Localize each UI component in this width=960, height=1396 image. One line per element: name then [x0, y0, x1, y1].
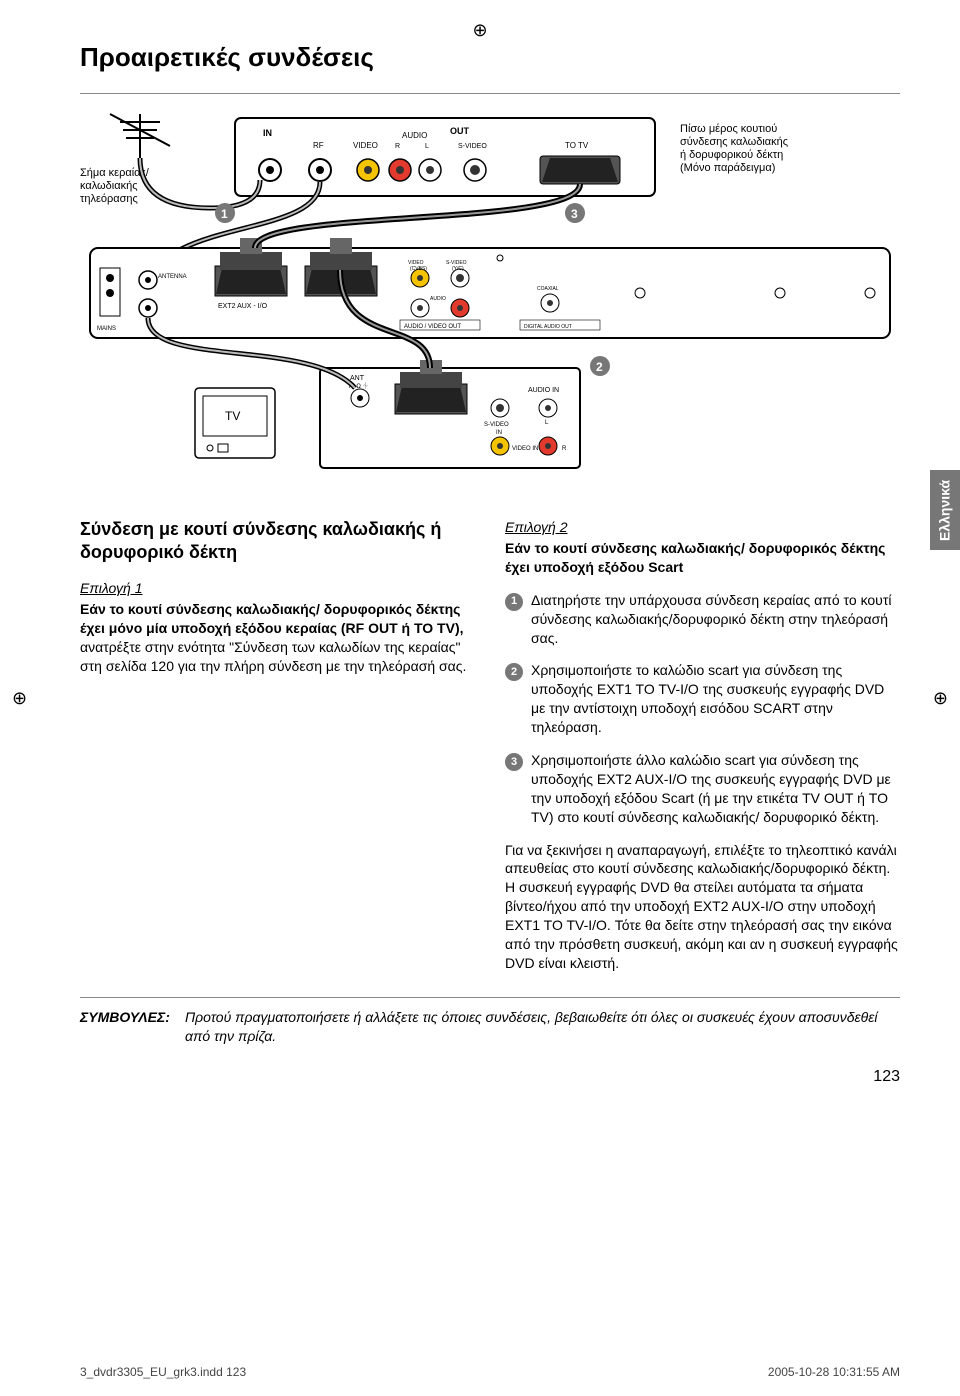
- tips-text: Προτού πραγματοποιήσετε ή αλλάξετε τις ό…: [185, 1008, 900, 1046]
- dvd-back-panel: [90, 248, 890, 338]
- step-1: 1 Διατηρήστε την υπάρχουσα σύνδεση κεραί…: [505, 591, 900, 648]
- label-audio: AUDIO: [402, 131, 427, 140]
- svg-text:(Y/C): (Y/C): [452, 266, 464, 272]
- left-option-head: Επιλογή 1: [80, 579, 475, 598]
- label-ext2: EXT2 AUX - I/O: [218, 303, 268, 310]
- svg-text:(CVBS): (CVBS): [410, 266, 427, 272]
- svg-text:1: 1: [221, 207, 228, 221]
- label-totv: TO TV: [565, 141, 589, 150]
- label-dvd-antenna: ANTENNA: [158, 274, 187, 280]
- language-tab: Eλληνικά: [930, 470, 960, 550]
- left-option-sub: Εάν το κουτί σύνδεσης καλωδιακής/ δορυφο…: [80, 601, 464, 636]
- svg-text:IN: IN: [496, 430, 502, 436]
- label-in: IN: [263, 128, 272, 138]
- svg-text:2: 2: [596, 360, 603, 374]
- crop-mark-left: ⊕: [12, 686, 27, 710]
- connection-diagram: Σήμα κεραίας/καλωδιακήςτηλεόρασης IN RF …: [80, 108, 900, 488]
- svg-text:ANT: ANT: [350, 375, 365, 382]
- svg-text:3: 3: [571, 207, 578, 221]
- label-video: VIDEO: [353, 141, 378, 150]
- right-tail: Για να ξεκινήσει η αναπαραγωγή, επιλέξτε…: [505, 841, 900, 973]
- left-column: Σύνδεση με κουτί σύνδεσης καλωδιακής ή δ…: [80, 518, 475, 987]
- page-title: Προαιρετικές συνδέσεις: [80, 40, 900, 75]
- label-mains: MAINS: [97, 326, 116, 332]
- footer-right: 2005-10-28 10:31:55 AM: [768, 1364, 900, 1380]
- label-tv-audioin: AUDIO IN: [528, 387, 559, 394]
- step-3-text: Χρησιμοποιήστε άλλο καλώδιο scart για σύ…: [531, 751, 900, 827]
- page-number: 123: [80, 1066, 900, 1088]
- step-2: 2 Χρησιμοποιήστε το καλώδιο scart για σύ…: [505, 661, 900, 737]
- left-heading: Σύνδεση με κουτί σύνδεσης καλωδιακής ή δ…: [80, 518, 475, 563]
- tips-row: ΣΥΜΒΟΥΛΕΣ: Προτού πραγματοποιήσετε ή αλλ…: [80, 997, 900, 1046]
- label-coax: COAXIAL: [537, 286, 559, 292]
- title-rule: [80, 93, 900, 94]
- right-column: Επιλογή 2 Εάν το κουτί σύνδεσης καλωδιακ…: [505, 518, 900, 987]
- step-3-badge: 3: [505, 753, 523, 771]
- label-rf: RF: [313, 141, 324, 150]
- right-option-sub: Εάν το κουτί σύνδεσης καλωδιακής/ δορυφο…: [505, 539, 900, 577]
- footer: 3_dvdr3305_EU_grk3.indd 123 2005-10-28 1…: [80, 1364, 900, 1380]
- left-option-rest: ανατρέξτε στην ενότητα "Σύνδεση των καλω…: [80, 639, 466, 674]
- step-2-text: Χρησιμοποιήστε το καλώδιο scart για σύνδ…: [531, 661, 900, 737]
- antenna-icon: [110, 113, 170, 158]
- step-2-badge: 2: [505, 663, 523, 681]
- crop-mark-right: ⊕: [933, 686, 948, 710]
- left-option-body: Εάν το κουτί σύνδεσης καλωδιακής/ δορυφο…: [80, 600, 475, 676]
- label-r: R: [395, 143, 400, 150]
- footer-left: 3_dvdr3305_EU_grk3.indd 123: [80, 1364, 246, 1380]
- step-1-badge: 1: [505, 593, 523, 611]
- label-tv-videoin: VIDEO IN: [512, 446, 538, 452]
- label-out: OUT: [450, 126, 470, 136]
- label-svideo: S-VIDEO: [458, 143, 487, 150]
- crop-mark-top: ⊕: [472, 18, 487, 42]
- label-digout: DIGITAL AUDIO OUT: [524, 324, 572, 330]
- cablebox-caption: Πίσω μέρος κουτιούσύνδεσης καλωδιακήςή δ…: [680, 123, 788, 174]
- label-dvd-audio: AUDIO: [430, 296, 446, 302]
- label-tv-r: R: [562, 446, 567, 452]
- right-option-head: Επιλογή 2: [505, 518, 900, 537]
- tips-label: ΣΥΜΒΟΥΛΕΣ:: [80, 1008, 175, 1046]
- step-3: 3 Χρησιμοποιήστε άλλο καλώδιο scart για …: [505, 751, 900, 827]
- text-columns: Σύνδεση με κουτί σύνδεσης καλωδιακής ή δ…: [80, 518, 900, 987]
- label-l: L: [425, 143, 429, 150]
- label-avout: AUDIO / VIDEO OUT: [404, 324, 461, 330]
- step-1-text: Διατηρήστε την υπάρχουσα σύνδεση κεραίας…: [531, 591, 900, 648]
- label-tv: TV: [225, 409, 240, 423]
- svg-text:S-VIDEO: S-VIDEO: [484, 422, 509, 428]
